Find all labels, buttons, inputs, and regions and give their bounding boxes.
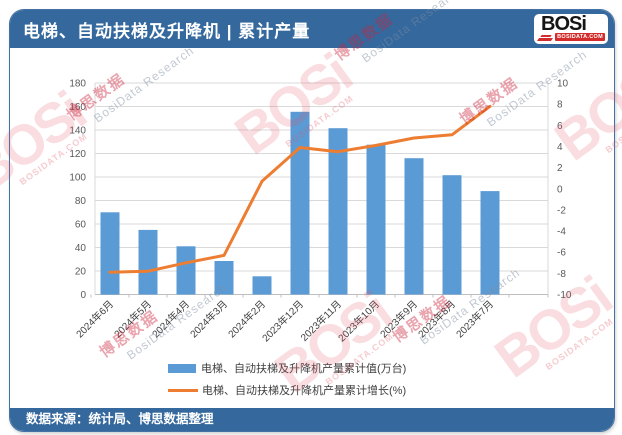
svg-text:-6: -6 — [557, 248, 566, 259]
line-series-swatch — [168, 388, 198, 392]
bar-series-label: 电梯、自动扶梯及升降机产量累计值(万台) — [201, 363, 407, 375]
footer-band: 数据来源：统计局、博思数据整理 — [10, 408, 614, 431]
svg-text:10: 10 — [557, 79, 569, 90]
svg-text:2024年5月: 2024年5月 — [111, 297, 154, 340]
svg-text:2024年4月: 2024年4月 — [149, 297, 192, 340]
svg-text:80: 80 — [75, 196, 87, 207]
bosi-logo: BOSi BOSIDATA.COM — [534, 13, 608, 44]
svg-text:2: 2 — [557, 163, 563, 174]
svg-text:40: 40 — [75, 243, 87, 254]
page-title: 电梯、自动扶梯及升降机 | 累计产量 — [23, 21, 311, 41]
bar-series-swatch — [168, 363, 196, 373]
svg-text:0: 0 — [80, 290, 86, 301]
svg-text:0: 0 — [557, 184, 563, 195]
svg-text:-8: -8 — [557, 269, 566, 280]
bosi-logo-text: BOSi — [541, 13, 587, 35]
svg-text:120: 120 — [69, 149, 86, 160]
svg-text:2023年9月: 2023年9月 — [377, 297, 420, 340]
svg-text:6: 6 — [557, 121, 563, 132]
svg-text:2023年8月: 2023年8月 — [415, 297, 458, 340]
svg-text:-10: -10 — [557, 290, 572, 301]
svg-text:2023年7月: 2023年7月 — [453, 297, 496, 340]
svg-text:20: 20 — [75, 267, 87, 278]
svg-text:2023年10月: 2023年10月 — [335, 297, 382, 344]
svg-text:2024年2月: 2024年2月 — [225, 297, 268, 340]
svg-text:60: 60 — [75, 220, 87, 231]
data-source-text: 数据来源：统计局、博思数据整理 — [26, 412, 214, 426]
svg-text:100: 100 — [69, 173, 86, 184]
svg-text:180: 180 — [69, 79, 86, 90]
header-band: 电梯、自动扶梯及升降机 | 累计产量 BOSi BOSIDATA.COM — [10, 10, 614, 48]
svg-text:-4: -4 — [557, 227, 566, 238]
bosi-logo-site: BOSIDATA.COM — [555, 33, 605, 41]
legend-item-line: 电梯、自动扶梯及升降机产量累计增长(%) — [168, 382, 406, 398]
svg-text:2024年3月: 2024年3月 — [187, 297, 230, 340]
line-series-label: 电梯、自动扶梯及升降机产量累计增长(%) — [202, 385, 407, 397]
svg-text:4: 4 — [557, 142, 563, 153]
svg-text:-2: -2 — [557, 205, 566, 216]
svg-text:8: 8 — [557, 100, 563, 111]
svg-text:2024年6月: 2024年6月 — [73, 297, 116, 340]
chart-legend: 电梯、自动扶梯及升降机产量累计值(万台) 电梯、自动扶梯及升降机产量累计增长(%… — [168, 360, 406, 404]
svg-text:140: 140 — [69, 126, 86, 137]
legend-item-bar: 电梯、自动扶梯及升降机产量累计值(万台) — [168, 360, 406, 376]
svg-text:160: 160 — [69, 102, 86, 113]
